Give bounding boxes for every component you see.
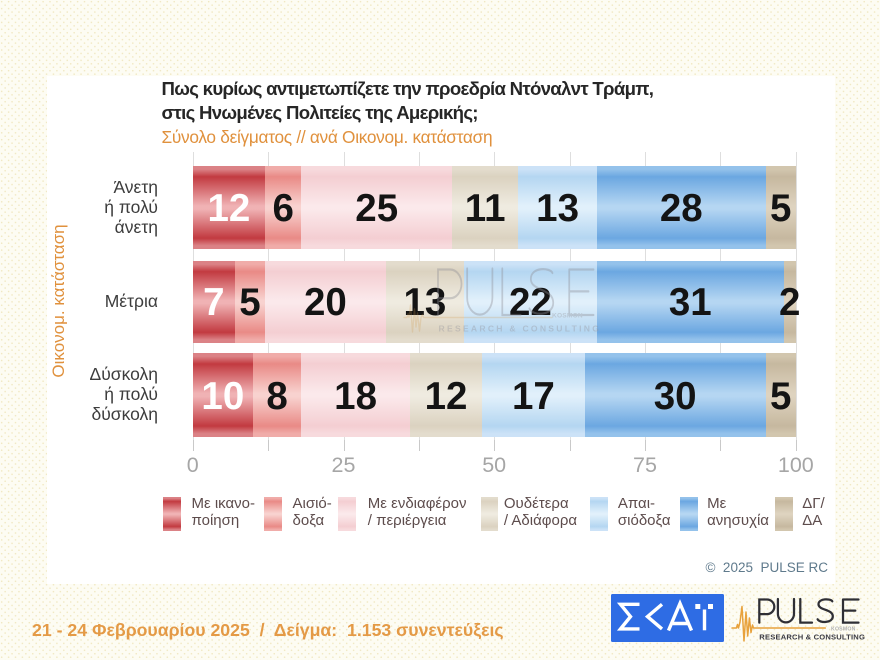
svg-text:RESEARCH & CONSULTING: RESEARCH & CONSULTING bbox=[759, 632, 865, 641]
svg-text:KOSMON: KOSMON bbox=[552, 313, 583, 320]
svg-text:RESEARCH & CONSULTING: RESEARCH & CONSULTING bbox=[439, 324, 602, 334]
svg-text:KOSMON: KOSMON bbox=[831, 626, 856, 632]
